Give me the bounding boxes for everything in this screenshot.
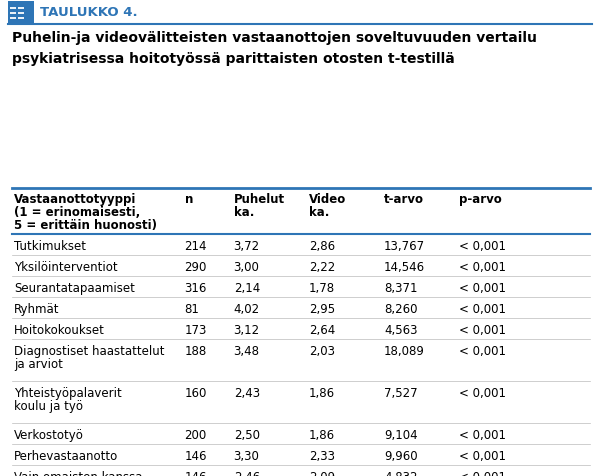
Text: 4,02: 4,02 xyxy=(233,302,260,315)
Text: < 0,001: < 0,001 xyxy=(459,302,506,315)
Text: Perhevastaanotto: Perhevastaanotto xyxy=(14,449,118,462)
Text: < 0,001: < 0,001 xyxy=(459,386,506,399)
Text: 8,260: 8,260 xyxy=(384,302,418,315)
Text: < 0,001: < 0,001 xyxy=(459,344,506,357)
Text: 290: 290 xyxy=(185,260,207,273)
Text: 146: 146 xyxy=(185,449,207,462)
Text: 2,50: 2,50 xyxy=(233,428,260,441)
Text: Video: Video xyxy=(309,193,346,206)
Text: 2,09: 2,09 xyxy=(309,470,335,476)
Text: < 0,001: < 0,001 xyxy=(459,260,506,273)
Text: 3,48: 3,48 xyxy=(233,344,260,357)
Text: < 0,001: < 0,001 xyxy=(459,239,506,252)
Text: p-arvo: p-arvo xyxy=(459,193,502,206)
Text: < 0,001: < 0,001 xyxy=(459,323,506,336)
Text: 173: 173 xyxy=(185,323,207,336)
Text: 1,86: 1,86 xyxy=(309,386,335,399)
Text: 1,78: 1,78 xyxy=(309,281,335,294)
Text: ka.: ka. xyxy=(233,206,254,218)
Text: < 0,001: < 0,001 xyxy=(459,470,506,476)
Text: 81: 81 xyxy=(185,302,199,315)
Text: (1 = erinomaisesti,: (1 = erinomaisesti, xyxy=(14,206,140,218)
Text: koulu ja työ: koulu ja työ xyxy=(14,399,83,412)
Text: Tutkimukset: Tutkimukset xyxy=(14,239,86,252)
Text: Vastaanottotyyppi: Vastaanottotyyppi xyxy=(14,193,136,206)
Text: ka.: ka. xyxy=(309,206,329,218)
Text: 160: 160 xyxy=(185,386,207,399)
Text: 2,43: 2,43 xyxy=(233,386,260,399)
Text: 2,64: 2,64 xyxy=(309,323,335,336)
Text: 2,86: 2,86 xyxy=(309,239,335,252)
Text: t-arvo: t-arvo xyxy=(384,193,424,206)
Text: 13,767: 13,767 xyxy=(384,239,425,252)
Text: 1,86: 1,86 xyxy=(309,428,335,441)
Text: ja arviot: ja arviot xyxy=(14,357,63,370)
Text: 5 = erittäin huonosti): 5 = erittäin huonosti) xyxy=(14,218,157,231)
Text: Verkostotyö: Verkostotyö xyxy=(14,428,84,441)
Text: Yksilöinterventiot: Yksilöinterventiot xyxy=(14,260,118,273)
Text: 214: 214 xyxy=(185,239,207,252)
Text: 146: 146 xyxy=(185,470,207,476)
Text: < 0,001: < 0,001 xyxy=(459,281,506,294)
Text: 2,46: 2,46 xyxy=(233,470,260,476)
Text: < 0,001: < 0,001 xyxy=(459,428,506,441)
Text: Ryhmät: Ryhmät xyxy=(14,302,59,315)
Text: 3,12: 3,12 xyxy=(233,323,260,336)
Text: n: n xyxy=(185,193,193,206)
Text: 2,33: 2,33 xyxy=(309,449,335,462)
FancyBboxPatch shape xyxy=(8,2,34,24)
Text: 2,22: 2,22 xyxy=(309,260,335,273)
Text: 2,14: 2,14 xyxy=(233,281,260,294)
Text: Diagnostiset haastattelut: Diagnostiset haastattelut xyxy=(14,344,164,357)
Text: 14,546: 14,546 xyxy=(384,260,425,273)
Text: 200: 200 xyxy=(185,428,207,441)
Text: TAULUKKO 4.: TAULUKKO 4. xyxy=(40,7,137,20)
Text: 316: 316 xyxy=(185,281,207,294)
Text: 2,95: 2,95 xyxy=(309,302,335,315)
Text: 9,104: 9,104 xyxy=(384,428,418,441)
Text: 3,72: 3,72 xyxy=(233,239,260,252)
Text: Puhelin-ja videovälitteisten vastaanottojen soveltuvuuden vertailu
psykiatrisess: Puhelin-ja videovälitteisten vastaanotto… xyxy=(12,31,537,66)
Text: 3,00: 3,00 xyxy=(233,260,260,273)
Text: 18,089: 18,089 xyxy=(384,344,425,357)
Text: 188: 188 xyxy=(185,344,207,357)
Text: < 0,001: < 0,001 xyxy=(459,449,506,462)
Text: 4,563: 4,563 xyxy=(384,323,418,336)
Text: 3,30: 3,30 xyxy=(233,449,260,462)
Text: Seurantatapaamiset: Seurantatapaamiset xyxy=(14,281,135,294)
Text: 7,527: 7,527 xyxy=(384,386,418,399)
Text: 9,960: 9,960 xyxy=(384,449,418,462)
Text: 2,03: 2,03 xyxy=(309,344,335,357)
Text: Yhteistyöpalaverit: Yhteistyöpalaverit xyxy=(14,386,122,399)
Text: Puhelut: Puhelut xyxy=(233,193,285,206)
Text: 4,832: 4,832 xyxy=(384,470,418,476)
Text: Hoitokokoukset: Hoitokokoukset xyxy=(14,323,105,336)
Text: 8,371: 8,371 xyxy=(384,281,418,294)
Text: Vain omaisten kanssa: Vain omaisten kanssa xyxy=(14,470,143,476)
